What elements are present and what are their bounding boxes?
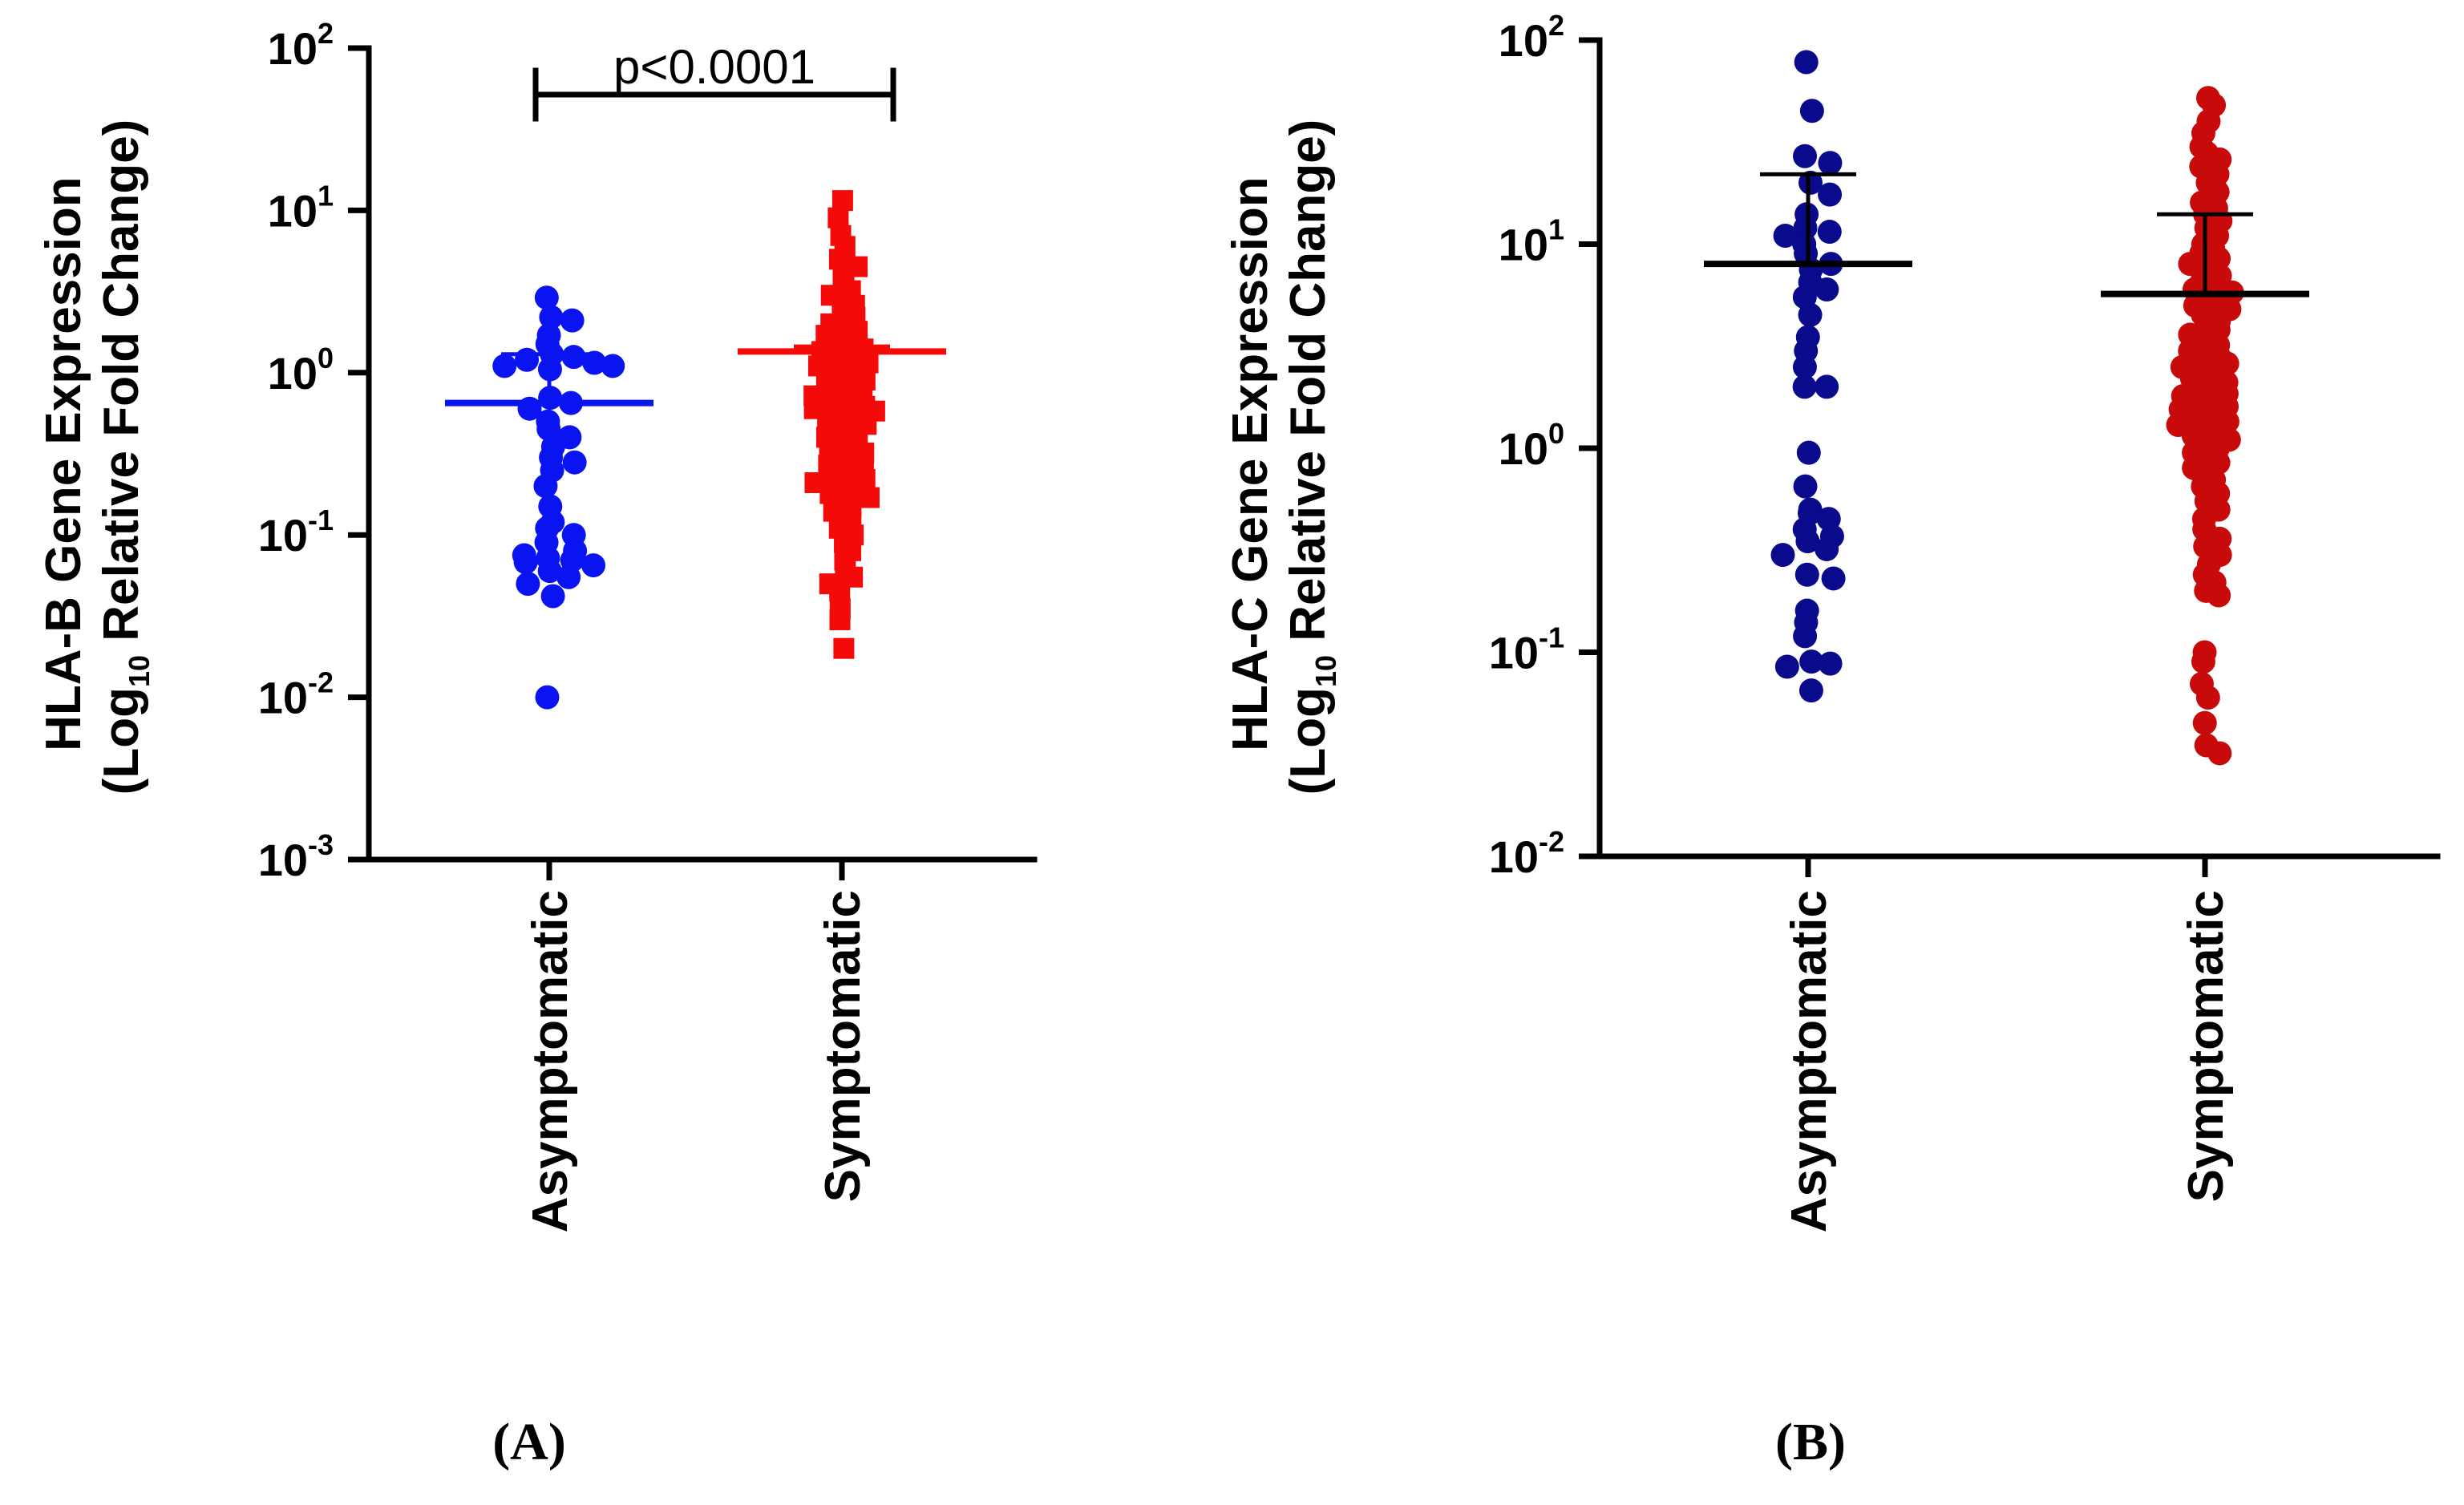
y-tick-label: 100: [268, 342, 334, 399]
data-point: [1793, 474, 1818, 499]
data-point: [1817, 220, 1842, 245]
data-point: [858, 487, 880, 508]
data-point: [1798, 170, 1823, 195]
significance-bracket: p<0.0001: [532, 40, 896, 122]
data-point: [829, 609, 851, 631]
data-point: [2191, 649, 2215, 674]
data-point: [1773, 223, 1798, 248]
data-point: [1799, 649, 1824, 674]
y-tick-label: 102: [1499, 9, 1564, 66]
y-tick-label: 10-2: [1489, 825, 1564, 882]
panel-b-x-axis: Asymptomatic Symptomatic: [1596, 853, 2441, 1232]
data-point: [535, 685, 560, 710]
y-tick-label: 10-1: [258, 504, 334, 560]
data-point: [513, 550, 538, 575]
data-point: [1821, 566, 1846, 591]
data-point: [1793, 144, 1818, 168]
data-point: [2207, 741, 2232, 766]
panel-b-ylabel: HLA-C Gene Expression (Log10 Relative Fo…: [1223, 119, 1342, 795]
data-point: [1792, 354, 1817, 379]
panel-b-label: (B): [1775, 1413, 1846, 1471]
data-point: [2195, 685, 2220, 710]
y-tick-label: 10-1: [1489, 621, 1564, 678]
p-value-label: p<0.0001: [613, 40, 815, 94]
data-point: [829, 581, 851, 602]
y-tick-label: 102: [268, 17, 334, 74]
data-point: [1818, 651, 1843, 676]
y-tick-label: 101: [268, 179, 334, 236]
data-point: [556, 564, 581, 589]
data-point: [601, 354, 625, 378]
data-point: [560, 308, 585, 333]
data-point: [515, 347, 540, 372]
data-point: [1792, 374, 1817, 399]
y-tick-label: 101: [1499, 213, 1564, 270]
x-category-label: Symptomatic: [2179, 890, 2234, 1202]
y-tick-label: 100: [1499, 417, 1564, 474]
data-point: [1770, 543, 1795, 568]
panel-b-points: [1770, 50, 2244, 766]
panel-b-summary-lines: [1704, 172, 2309, 297]
panel-b-chart: HLA-C Gene Expression (Log10 Relative Fo…: [1223, 9, 2441, 1471]
data-point: [582, 350, 607, 375]
panel-a-y-axis: 10-3 10-2 10-1 100 101 102: [258, 17, 372, 885]
data-point: [1815, 277, 1839, 301]
data-point: [1795, 529, 1820, 554]
data-point: [534, 285, 559, 310]
data-point: [1794, 562, 1819, 587]
x-category-label: Asymptomatic: [523, 890, 578, 1232]
data-point: [2192, 710, 2217, 735]
data-point: [537, 559, 562, 584]
data-point: [2207, 246, 2231, 271]
data-point: [1796, 440, 1821, 465]
data-point: [833, 637, 855, 659]
panel-b-y-axis: 10-2 10-1 100 101 102: [1489, 9, 1603, 882]
data-point: [1794, 50, 1819, 75]
data-point: [581, 553, 606, 578]
panel-a-label: (A): [492, 1413, 566, 1471]
data-point: [1798, 678, 1823, 703]
data-point: [562, 450, 587, 475]
data-point: [561, 345, 586, 370]
panel-a-points: [492, 190, 885, 710]
data-point: [1798, 302, 1823, 327]
data-point: [1818, 182, 1843, 207]
data-point: [827, 207, 849, 229]
data-point: [1799, 99, 1824, 123]
data-point: [492, 354, 517, 378]
y-tick-label: 10-2: [258, 666, 334, 723]
y-tick-label: 10-3: [258, 828, 334, 885]
data-point: [1818, 151, 1843, 176]
data-point: [1815, 374, 1839, 399]
data-point: [516, 572, 540, 597]
panel-a-summary-lines: [445, 344, 946, 407]
data-point: [539, 305, 564, 330]
data-point: [2207, 583, 2231, 608]
panel-a-ylabel: HLA-B Gene Expression (Log10 Relative Fo…: [36, 119, 156, 795]
data-point: [540, 584, 565, 609]
panel-a-x-axis: Asymptomatic Symptomatic: [366, 856, 1038, 1232]
data-point: [1774, 654, 1799, 679]
x-category-label: Asymptomatic: [1782, 890, 1837, 1232]
data-point: [1815, 536, 1839, 561]
data-point: [533, 474, 558, 499]
data-point: [1793, 624, 1818, 649]
x-category-label: Symptomatic: [815, 890, 871, 1202]
panel-a-chart: HLA-B Gene Expression (Log10 Relative Fo…: [36, 17, 1038, 1471]
